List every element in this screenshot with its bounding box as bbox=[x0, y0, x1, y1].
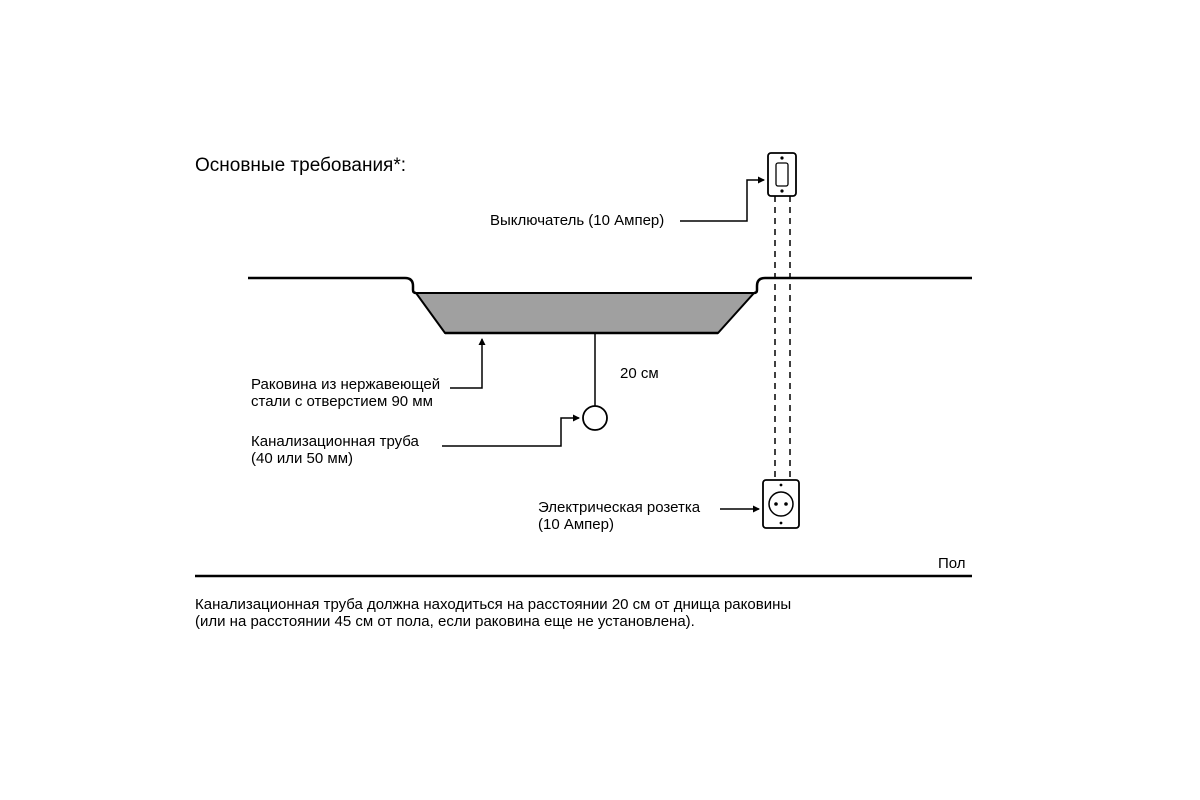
label-footnote: Канализационная труба должна находиться … bbox=[195, 596, 791, 631]
sink-lip-right bbox=[754, 278, 765, 293]
arrow-pipe bbox=[442, 418, 579, 446]
outlet-icon bbox=[763, 480, 799, 528]
sink-basin bbox=[416, 293, 754, 333]
label-sink: Раковина из нержавеющей стали с отверсти… bbox=[251, 376, 440, 411]
label-distance: 20 см bbox=[620, 365, 659, 382]
diagram-svg bbox=[0, 0, 1200, 800]
switch-icon bbox=[768, 153, 796, 196]
sink-lip-left bbox=[405, 278, 416, 293]
label-floor: Пол bbox=[938, 555, 966, 572]
label-switch: Выключатель (10 Ампер) bbox=[490, 212, 664, 229]
diagram-canvas: Основные требования*: Выключатель (10 Ам… bbox=[0, 0, 1200, 800]
drain-pipe bbox=[583, 406, 607, 430]
arrow-switch bbox=[680, 180, 764, 221]
label-pipe: Канализационная труба (40 или 50 мм) bbox=[251, 433, 419, 468]
arrow-sink bbox=[450, 339, 482, 388]
label-outlet: Электрическая розетка (10 Ампер) bbox=[538, 499, 700, 534]
heading-text: Основные требования*: bbox=[195, 155, 406, 177]
